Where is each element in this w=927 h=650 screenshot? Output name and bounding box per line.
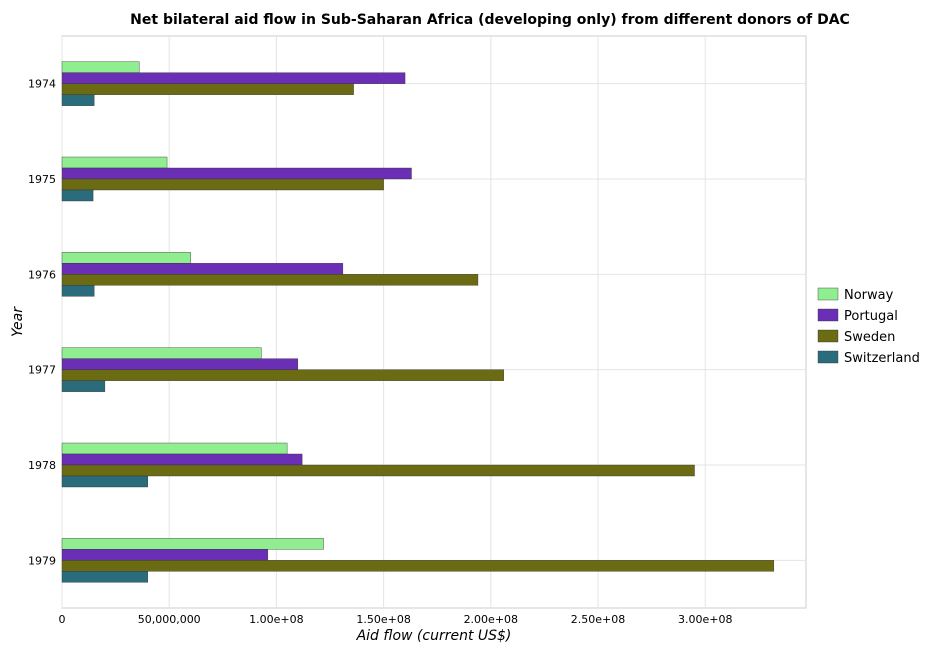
legend-label-switzerland: Switzerland: [844, 351, 920, 366]
bar-norway-1978: [61, 442, 288, 455]
bar-norway-1974: [61, 61, 140, 73]
x-tick-label: 2.50e+08: [571, 613, 625, 626]
bar-portugal-1979: [61, 549, 269, 561]
plot-frame: [61, 35, 807, 609]
plot-area: 1974 1975 1976 1977 1978 1979 0 50,000,000 1.00…: [28, 35, 807, 626]
x-tick-label: 1.50e+08: [356, 613, 410, 626]
x-tick-label: 0: [59, 613, 66, 626]
legend-swatch-sweden: [817, 329, 839, 343]
bar-norway-1976: [61, 252, 191, 264]
x-tick-label: 50,000,000: [138, 613, 201, 626]
bar-portugal-1975: [61, 167, 412, 180]
x-tick-label: 2.00e+08: [464, 613, 518, 626]
x-tick-label: 3.00e+08: [678, 613, 732, 626]
y-axis-title: Year: [10, 306, 26, 337]
bar-norway-1979: [61, 538, 324, 550]
x-axis-title: Aid flow (current US$): [356, 628, 512, 644]
bar-sweden-1978: [61, 464, 695, 477]
bar-portugal-1978: [61, 453, 303, 466]
y-tick-label: 1977: [28, 364, 56, 377]
legend-swatch-portugal: [817, 308, 839, 322]
legend-label-sweden: Sweden: [844, 330, 895, 345]
x-tick-labels: 0 50,000,000 1.00e+08 1.50e+08 2.00e+08 2.50e…: [59, 613, 733, 626]
legend-label-norway: Norway: [844, 288, 894, 303]
x-tick-label: 1.00e+08: [249, 613, 303, 626]
bar-switzerland-1977: [61, 380, 106, 392]
y-tick-label: 1976: [28, 268, 56, 281]
bar-sweden-1975: [61, 178, 384, 191]
bar-switzerland-1974: [61, 94, 95, 106]
y-tick-label: 1974: [28, 78, 56, 91]
y-tick-labels: 1974 1975 1976 1977 1978 1979: [28, 78, 56, 568]
legend-swatch-norway: [817, 287, 839, 301]
bar-sweden-1979: [61, 560, 775, 572]
legend-swatch-switzerland: [817, 350, 839, 364]
legend-label-portugal: Portugal: [844, 309, 898, 324]
bar-switzerland-1975: [61, 189, 94, 202]
bar-norway-1975: [61, 156, 168, 169]
bar-switzerland-1978: [61, 475, 148, 488]
y-tick-label: 1979: [28, 554, 56, 567]
bar-portugal-1976: [61, 263, 344, 275]
bar-sweden-1977: [61, 369, 504, 381]
chart-title: Net bilateral aid flow in Sub-Saharan Af…: [130, 12, 850, 28]
bars: [61, 61, 775, 583]
bar-switzerland-1979: [61, 571, 148, 583]
bar-norway-1977: [61, 347, 262, 359]
legend: Norway Portugal Sweden Switzerland: [817, 287, 920, 366]
bar-sweden-1976: [61, 274, 479, 286]
bar-switzerland-1976: [61, 285, 95, 297]
y-tick-label: 1978: [28, 459, 56, 472]
bar-sweden-1974: [61, 83, 354, 95]
y-tick-label: 1975: [28, 173, 56, 186]
bar-portugal-1977: [61, 358, 299, 370]
bar-portugal-1974: [61, 72, 406, 84]
